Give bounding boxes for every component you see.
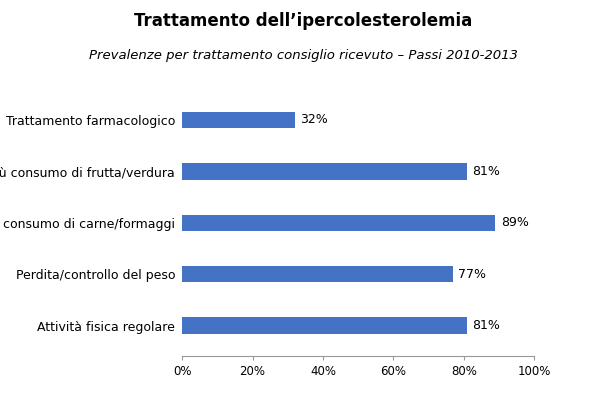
Text: 77%: 77% (458, 268, 486, 281)
Text: Trattamento dell’ipercolesterolemia: Trattamento dell’ipercolesterolemia (134, 12, 473, 30)
Bar (182, 163, 467, 179)
Text: Prevalenze per trattamento consiglio ricevuto – Passi 2010-2013: Prevalenze per trattamento consiglio ric… (89, 49, 518, 62)
Bar (182, 266, 453, 282)
Text: 89%: 89% (501, 216, 529, 229)
Text: 32%: 32% (300, 113, 328, 126)
Bar (182, 112, 295, 128)
Text: 81%: 81% (473, 165, 500, 178)
Text: 81%: 81% (473, 319, 500, 332)
Bar (182, 318, 467, 334)
Bar (182, 215, 495, 231)
